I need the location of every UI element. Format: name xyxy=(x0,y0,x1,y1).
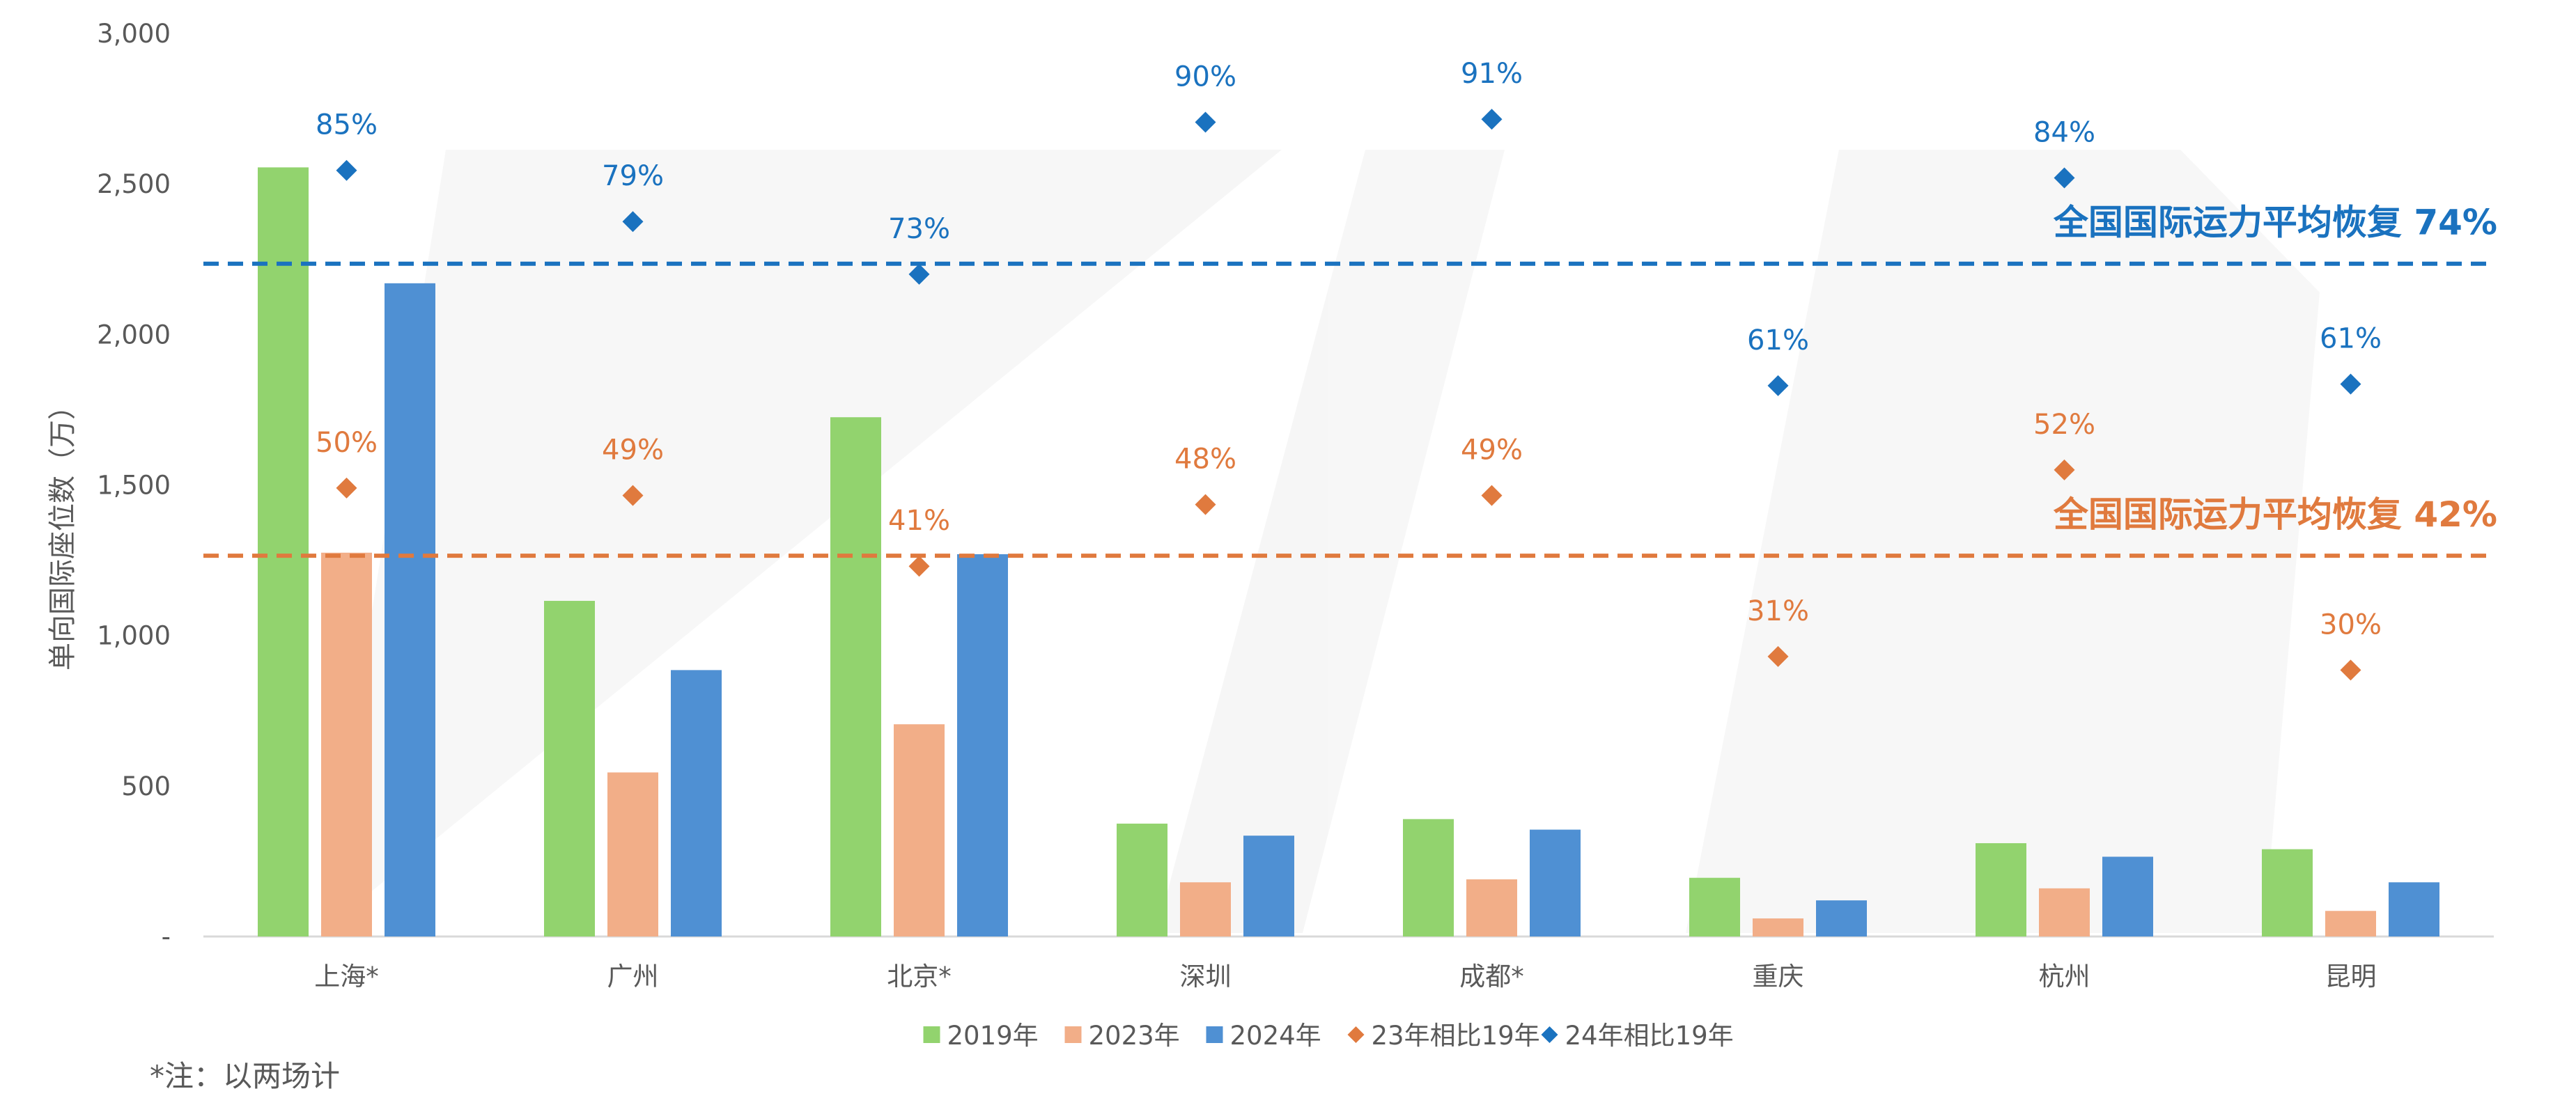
legend-swatch xyxy=(1347,1026,1365,1043)
y-axis-title: 单向国际座位数（万） xyxy=(47,392,79,671)
bar xyxy=(2262,849,2313,936)
y-tick-label: 3,000 xyxy=(97,19,171,49)
ratio-data-label: 61% xyxy=(2320,323,2382,355)
ratio-marker xyxy=(2054,167,2075,189)
ratio-data-label: 50% xyxy=(316,427,378,459)
bar xyxy=(1180,882,1231,936)
bar xyxy=(1243,836,1294,936)
bar xyxy=(1117,823,1167,936)
bar xyxy=(957,554,1008,936)
ratio-data-label: 73% xyxy=(888,213,950,245)
bar xyxy=(258,167,309,937)
average-reference-label: 全国国际运力平均恢复 42% xyxy=(2053,494,2497,535)
ratio-data-label: 30% xyxy=(2320,609,2382,641)
legend-swatch xyxy=(1064,1026,1082,1043)
bar xyxy=(607,772,658,936)
ratio-marker xyxy=(336,159,357,181)
ratio-marker xyxy=(1195,494,1216,515)
ratio-marker xyxy=(1481,109,1503,130)
bar xyxy=(1816,900,1867,936)
y-tick-label: 1,000 xyxy=(97,621,171,651)
average-reference-label: 全国国际运力平均恢复 74% xyxy=(2053,203,2497,243)
bar xyxy=(894,724,945,936)
legend-swatch xyxy=(1541,1026,1558,1043)
bar xyxy=(1976,843,2026,936)
ratio-data-label: 91% xyxy=(1461,58,1523,90)
ratio-marker xyxy=(1767,375,1789,396)
ratio-data-label: 61% xyxy=(1747,324,1809,356)
legend-label: 23年相比19年 xyxy=(1372,1021,1540,1051)
ratio-marker xyxy=(908,556,930,577)
bar xyxy=(2325,911,2376,936)
ratio-data-label: 52% xyxy=(2033,409,2095,441)
ratio-marker xyxy=(622,485,644,506)
ratio-data-label: 90% xyxy=(1174,61,1236,93)
x-tick-label: 北京* xyxy=(887,962,952,992)
legend-label: 2023年 xyxy=(1089,1021,1180,1051)
bar xyxy=(1466,879,1517,936)
bar xyxy=(2102,856,2153,936)
legend-label: 2019年 xyxy=(947,1021,1039,1051)
ratio-data-label: 79% xyxy=(602,160,664,192)
ratio-data-label: 49% xyxy=(1461,434,1523,467)
ratio-data-label: 49% xyxy=(602,434,664,467)
bar xyxy=(1403,819,1454,936)
ratio-marker xyxy=(2054,459,2075,480)
y-tick-label: 1,500 xyxy=(97,471,171,501)
ratio-marker xyxy=(622,211,644,233)
bar xyxy=(1753,918,1803,936)
y-tick-label: - xyxy=(162,922,171,952)
x-tick-label: 广州 xyxy=(607,962,659,992)
bar xyxy=(321,552,372,936)
plot-area: - 500 1,000 1,500 2,000 2,500 3,000 上海* 广州 北京* 深圳 成… xyxy=(97,19,2497,992)
bar xyxy=(2039,888,2090,936)
x-tick-label: 昆明 xyxy=(2325,962,2377,992)
x-tick-label: 杭州 xyxy=(2039,962,2090,992)
ratio-marker xyxy=(336,477,357,499)
ratio-data-label: 48% xyxy=(1174,444,1236,476)
y-tick-label: 2,000 xyxy=(97,320,171,350)
footnote: *注：以两场计 xyxy=(150,1059,340,1093)
legend-swatch xyxy=(1206,1026,1223,1043)
x-tick-label: 重庆 xyxy=(1753,962,1804,992)
bar xyxy=(1689,877,1740,936)
ratio-marker xyxy=(2340,659,2361,681)
legend-label: 2024年 xyxy=(1230,1021,1321,1051)
bar xyxy=(544,600,595,936)
legend: 2019年 2023年 2024年 23年相比19年 24年相比19年 xyxy=(923,1021,1734,1051)
bar xyxy=(830,417,881,936)
bar xyxy=(385,283,435,936)
bar xyxy=(671,670,722,936)
legend-label: 24年相比19年 xyxy=(1565,1021,1734,1051)
ratio-marker xyxy=(1481,485,1503,506)
y-tick-label: 500 xyxy=(121,771,171,801)
ratio-marker xyxy=(1767,645,1789,667)
x-tick-label: 深圳 xyxy=(1180,962,1232,992)
bar xyxy=(2389,882,2439,936)
ratio-data-label: 31% xyxy=(1747,595,1809,627)
x-tick-label: 上海* xyxy=(314,962,379,992)
bar xyxy=(1530,829,1581,936)
ratio-data-label: 41% xyxy=(888,505,950,537)
y-tick-label: 2,500 xyxy=(97,169,171,199)
ratio-marker xyxy=(1195,111,1216,133)
ratio-marker xyxy=(908,263,930,285)
ratio-marker xyxy=(2340,373,2361,395)
legend-swatch xyxy=(923,1026,940,1043)
ratio-data-label: 85% xyxy=(316,109,378,141)
x-tick-label: 成都* xyxy=(1459,962,1524,992)
ratio-data-label: 84% xyxy=(2033,117,2095,149)
